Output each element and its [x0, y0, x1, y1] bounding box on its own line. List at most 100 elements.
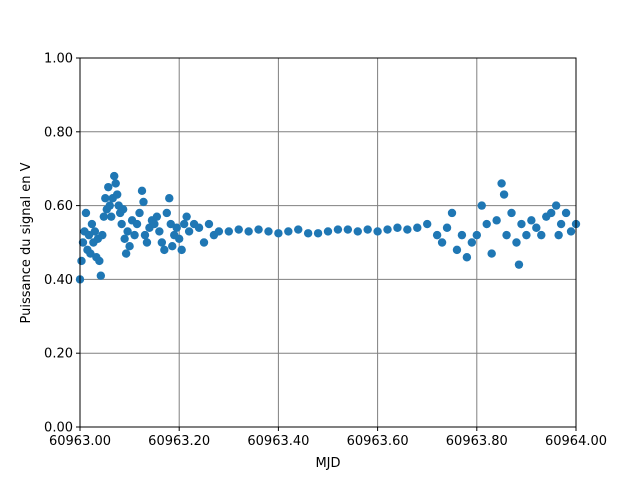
x-tick-label: 60963.00: [49, 434, 111, 449]
point: [512, 238, 521, 247]
point: [78, 238, 88, 247]
point: [137, 186, 147, 196]
point: [172, 223, 181, 232]
point: [294, 225, 303, 234]
x-tick-label: 60964.00: [545, 434, 607, 449]
point: [437, 238, 447, 247]
point: [120, 234, 129, 244]
point: [160, 245, 169, 255]
x-axis-label: MJD: [315, 456, 340, 471]
point: [125, 241, 134, 251]
y-tick-label: 0.00: [44, 421, 73, 436]
point: [165, 194, 174, 203]
point: [487, 249, 496, 258]
point: [522, 230, 531, 240]
point: [140, 230, 150, 240]
point: [353, 227, 362, 236]
point: [527, 216, 536, 225]
point: [107, 212, 116, 221]
point: [383, 225, 392, 234]
point: [199, 238, 209, 247]
point: [234, 225, 243, 234]
y-tick-label: 0.40: [44, 273, 73, 288]
point: [554, 230, 563, 240]
point: [244, 227, 253, 236]
point: [447, 208, 457, 218]
point: [457, 230, 467, 240]
point: [98, 230, 107, 240]
point: [90, 227, 100, 236]
x-tick-label: 60963.60: [347, 434, 409, 449]
point: [551, 201, 561, 210]
point: [81, 208, 91, 218]
point: [313, 229, 323, 238]
point: [264, 227, 273, 236]
x-tick-label: 60963.40: [247, 434, 309, 449]
point: [139, 197, 148, 207]
point: [105, 201, 114, 210]
point: [110, 171, 119, 181]
point: [547, 208, 556, 218]
point: [155, 227, 164, 236]
y-tick-label: 1.00: [44, 52, 73, 67]
point: [423, 219, 432, 229]
point: [77, 256, 86, 266]
point: [177, 245, 186, 255]
point: [373, 227, 382, 236]
point: [497, 179, 506, 188]
point: [363, 225, 372, 234]
point: [393, 223, 402, 232]
point: [150, 219, 159, 229]
point: [532, 223, 541, 232]
point: [132, 219, 142, 229]
point: [472, 230, 481, 240]
point: [224, 227, 233, 236]
y-tick-label: 0.20: [44, 347, 73, 362]
point: [413, 223, 422, 232]
point: [194, 223, 204, 232]
point: [182, 212, 191, 221]
point: [142, 238, 152, 247]
point: [101, 194, 110, 203]
point: [130, 230, 139, 240]
point: [111, 179, 120, 188]
point: [99, 212, 109, 221]
y-axis-label: Puissance du signal en V: [19, 162, 34, 323]
point: [467, 238, 477, 247]
point: [499, 190, 509, 199]
point: [284, 227, 293, 236]
point: [152, 212, 162, 221]
point: [204, 219, 214, 229]
y-tick-label: 0.60: [44, 199, 73, 214]
point: [104, 182, 113, 192]
point: [96, 271, 106, 280]
point: [87, 219, 97, 229]
point: [566, 227, 576, 236]
point: [507, 208, 516, 218]
point: [135, 208, 144, 218]
point: [482, 219, 491, 229]
point: [274, 229, 283, 238]
point: [157, 238, 167, 247]
point: [179, 219, 189, 229]
y-tick-label: 0.80: [44, 125, 73, 140]
point: [514, 260, 524, 269]
point: [561, 208, 571, 218]
point: [537, 230, 546, 240]
point: [121, 249, 131, 258]
point: [343, 225, 353, 234]
point: [214, 227, 224, 236]
x-tick-label: 60963.20: [148, 434, 210, 449]
point: [117, 219, 126, 229]
point: [462, 253, 472, 262]
point: [118, 205, 128, 214]
point: [502, 230, 511, 240]
point: [403, 225, 412, 234]
point: [492, 216, 501, 225]
point: [517, 219, 526, 229]
x-tick-label: 60963.80: [446, 434, 508, 449]
point: [323, 227, 333, 236]
point: [477, 201, 486, 210]
point: [556, 219, 566, 229]
